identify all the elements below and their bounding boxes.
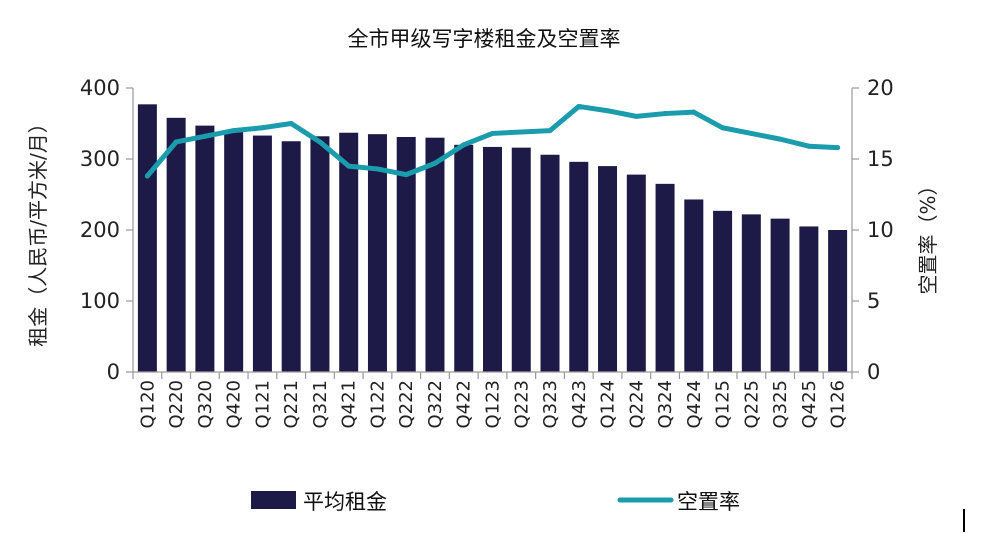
right-y-tick-label: 0	[867, 360, 880, 384]
vacancy-point-q126	[835, 145, 841, 151]
left-y-axis-title: 租金（人民币/平方米/月）	[26, 113, 50, 346]
x-tick-label: Q322	[425, 380, 446, 429]
legend: 平均租金 空置率	[251, 490, 740, 514]
vacancy-point-q221	[288, 121, 294, 126]
rent-bar-q125	[713, 210, 733, 372]
vacancy-point-q423	[576, 103, 582, 109]
right-y-ticks: 0 5 10 15 20	[852, 76, 894, 384]
vacancy-point-q123	[490, 130, 495, 136]
x-tick-label: Q222	[396, 380, 417, 429]
rent-bar-q225	[741, 214, 761, 372]
x-tick-label: Q323	[540, 380, 561, 429]
vacancy-point-q324	[662, 111, 668, 117]
vacancy-point-q222	[403, 172, 409, 178]
rent-bar-q222	[396, 136, 416, 372]
rent-bar-q422	[454, 144, 474, 372]
vacancy-point-q422	[461, 142, 467, 148]
x-tick-label: Q424	[684, 380, 705, 429]
rent-bars	[137, 104, 848, 372]
x-tick-label: Q124	[598, 380, 619, 429]
x-tick-label: Q123	[483, 380, 504, 429]
x-tick-label: Q420	[224, 380, 245, 429]
vacancy-point-q121	[259, 125, 265, 131]
right-y-tick-label: 20	[867, 76, 894, 100]
vacancy-line-group	[144, 103, 841, 179]
x-tick-label: Q425	[799, 380, 820, 429]
left-y-ticks: 0 100 200 300 400	[80, 76, 133, 384]
vacancy-point-q125	[720, 125, 726, 131]
x-tick-label: Q423	[569, 380, 590, 429]
vacancy-point-q122	[374, 166, 380, 172]
x-tick-label: Q422	[454, 380, 475, 429]
rent-bar-q325	[770, 218, 790, 372]
x-tick-label: Q320	[195, 380, 216, 429]
rent-bar-q320	[195, 125, 215, 372]
vacancy-point-q420	[231, 128, 237, 134]
rent-bar-q420	[224, 132, 244, 372]
rent-bar-q425	[799, 226, 819, 372]
left-y-tick-label: 400	[80, 76, 120, 100]
right-y-axis-title: 空置率（%）	[916, 175, 940, 294]
vacancy-point-q421	[346, 163, 352, 169]
x-tick-label: Q224	[626, 380, 647, 429]
right-y-tick-label: 15	[867, 147, 894, 171]
left-y-tick-label: 100	[80, 289, 120, 313]
rent-bar-q126	[828, 230, 848, 372]
vacancy-point-q220	[173, 139, 179, 145]
vacancy-point-q424	[691, 109, 697, 115]
x-tick-label: Q125	[713, 380, 734, 429]
vacancy-point-q320	[202, 133, 208, 139]
vacancy-point-q321	[317, 139, 323, 145]
left-y-tick-label: 300	[80, 147, 120, 171]
rent-bar-q124	[598, 166, 618, 372]
legend-bar-label: 平均租金	[303, 490, 387, 514]
x-tick-label: Q220	[166, 380, 187, 429]
rent-bar-q120	[137, 104, 157, 372]
rent-bar-q323	[540, 154, 560, 372]
rent-bar-q122	[367, 134, 387, 372]
rent-bar-q121	[252, 135, 272, 372]
vacancy-point-q225	[748, 130, 754, 136]
x-ticks: Q120 Q220 Q320 Q420 Q121 Q221 Q321 Q421 Q122 Q222…	[132, 372, 853, 429]
vacancy-point-q124	[605, 108, 611, 114]
x-tick-label: Q421	[339, 380, 360, 429]
x-tick-label: Q126	[828, 380, 849, 429]
x-tick-label: Q221	[281, 380, 302, 429]
rent-bar-q423	[569, 161, 589, 372]
vacancy-point-q223	[518, 129, 524, 135]
vacancy-point-q120	[144, 173, 150, 179]
x-tick-label: Q121	[252, 380, 273, 429]
legend-line-label: 空置率	[677, 490, 740, 514]
x-tick-label: Q225	[741, 380, 762, 429]
rent-bar-q424	[684, 199, 704, 372]
legend-bar-swatch	[251, 491, 296, 509]
vacancy-point-q322	[432, 160, 438, 166]
x-tick-label: Q122	[367, 380, 388, 429]
rent-bar-q123	[483, 146, 502, 372]
left-y-tick-label: 200	[80, 218, 120, 242]
rent-bar-q322	[425, 137, 445, 372]
left-y-tick-label: 0	[107, 360, 120, 384]
x-tick-label: Q325	[770, 380, 791, 429]
x-tick-label: Q223	[511, 380, 532, 429]
chart-title: 全市甲级写字楼租金及空置率	[348, 27, 621, 51]
x-tick-label: Q120	[137, 380, 158, 429]
vacancy-point-q325	[777, 136, 783, 142]
x-tick-label: Q321	[310, 380, 331, 429]
vacancy-point-q224	[633, 113, 639, 119]
rent-bar-q224	[626, 174, 646, 372]
rent-bar-q321	[310, 136, 330, 372]
rent-bar-q221	[281, 141, 301, 372]
rent-bar-q324	[655, 183, 675, 372]
vacancy-point-q425	[806, 143, 812, 149]
vacancy-point-q323	[547, 128, 553, 134]
right-y-tick-label: 5	[867, 289, 880, 313]
rent-bar-q220	[166, 117, 186, 372]
x-tick-label: Q324	[655, 380, 676, 429]
rent-bar-q421	[339, 132, 359, 372]
rent-bar-q223	[511, 147, 531, 372]
right-y-tick-label: 10	[867, 218, 894, 242]
